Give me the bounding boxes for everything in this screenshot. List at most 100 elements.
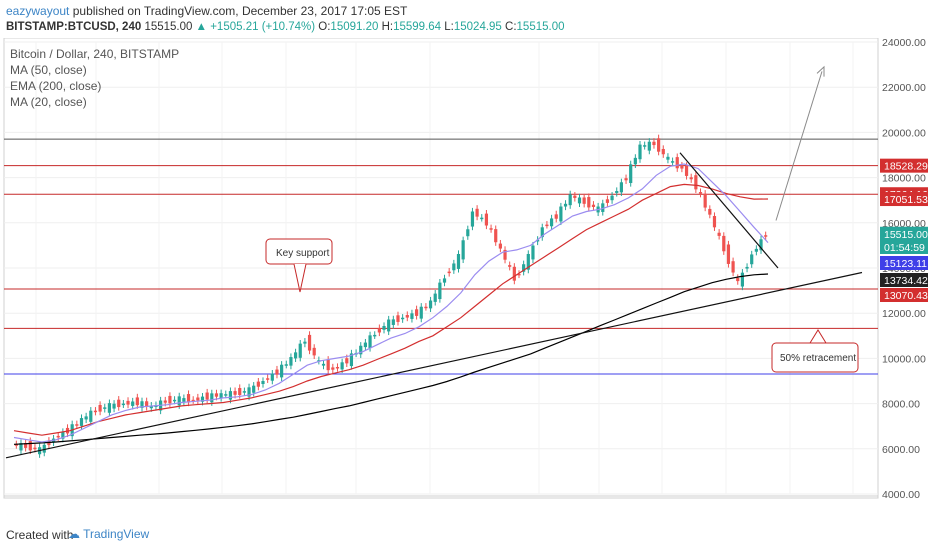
candle-body <box>340 362 344 370</box>
candle-body <box>549 218 554 227</box>
time-axis[interactable]: 1312:002012:0027Dec51112:001812:002512:0… <box>4 495 878 500</box>
candle-body <box>498 243 502 249</box>
candle-body <box>675 157 679 169</box>
change-up-icon: ▲ <box>195 21 208 33</box>
y-tick-label: 6000.00 <box>882 444 920 456</box>
candle-body <box>717 232 721 236</box>
candle-body <box>466 229 470 237</box>
candle-body <box>489 228 493 230</box>
candle-body <box>694 175 698 190</box>
candle-body <box>126 400 130 405</box>
candle-body <box>545 224 549 227</box>
price-tag-bg <box>880 158 928 173</box>
candle-body <box>293 352 298 359</box>
candle-body <box>643 145 647 147</box>
candle-body <box>117 399 121 408</box>
published-text: published on TradingView.com, December 2… <box>72 4 408 18</box>
tradingview-logo[interactable]: ☁ TradingView <box>68 527 149 541</box>
last-price: 15515.00 <box>144 21 193 33</box>
price-tag-bg <box>880 273 928 287</box>
candle-body <box>433 293 437 302</box>
candle-body <box>745 266 749 269</box>
candle-body <box>107 403 112 413</box>
downtrend-line <box>679 152 779 269</box>
y-tick-label: 10000.00 <box>882 353 926 365</box>
candle-body <box>228 391 233 400</box>
candle-body <box>261 381 265 385</box>
candle-body <box>731 261 735 273</box>
price-tag-bg <box>880 256 928 270</box>
key-support-callout: Key support <box>265 238 333 293</box>
projection-arrow-line <box>775 71 823 221</box>
candle-body <box>98 404 102 412</box>
candle-body <box>326 359 330 371</box>
candle-body <box>764 235 768 237</box>
candle-body <box>275 369 279 375</box>
candle-body <box>205 392 209 400</box>
candle-body <box>196 397 200 401</box>
candle-body <box>605 199 610 203</box>
candle-body <box>135 397 139 406</box>
y-tick-label: 20000.00 <box>882 127 926 139</box>
candle-body <box>461 240 465 260</box>
candle-body <box>712 216 717 228</box>
candle-body <box>163 400 167 403</box>
candle-body <box>680 165 684 169</box>
chart-footer: Created with ☁ TradingView <box>0 524 932 550</box>
candle-body <box>140 401 144 408</box>
price-tag-bg <box>880 240 928 254</box>
low-label: L: <box>444 21 454 33</box>
candle-body <box>689 177 693 180</box>
key-support-pointer <box>293 263 307 293</box>
candle-body <box>24 443 28 448</box>
candle-body <box>391 319 395 325</box>
candle-body <box>419 306 423 319</box>
publish-line: eazywayout published on TradingView.com,… <box>6 4 407 18</box>
chart-header: eazywayout published on TradingView.com,… <box>0 0 932 40</box>
price-chart[interactable]: 24000.0022000.0020000.0018000.0016000.00… <box>0 38 932 500</box>
candle-body <box>307 334 312 351</box>
legend-ema200: EMA (200, close) <box>10 79 101 93</box>
candle-body <box>131 401 135 406</box>
candle-body <box>452 263 456 271</box>
candle-body <box>428 300 433 309</box>
candle-body <box>14 444 18 446</box>
legend-ma20: MA (20, close) <box>10 95 87 109</box>
trendline-drawings <box>5 65 863 459</box>
legend-title: Bitcoin / Dollar, 240, BITSTAMP <box>10 47 179 61</box>
candle-body <box>517 273 521 276</box>
symbol-name[interactable]: BITSTAMP:BTCUSD, 240 <box>6 21 142 33</box>
candle-body <box>242 391 246 393</box>
candle-body <box>368 335 372 349</box>
candle-body <box>652 141 656 146</box>
author-link[interactable]: eazywayout <box>6 4 70 18</box>
price-tag-label: 13734.42 <box>884 275 928 287</box>
price-axis[interactable]: 24000.0022000.0020000.0018000.0016000.00… <box>882 38 926 500</box>
price-tag-label: 15515.00 <box>884 229 928 241</box>
close-label: C: <box>505 21 517 33</box>
candle-body <box>186 394 191 403</box>
candle-body <box>666 156 670 160</box>
candle-body <box>591 204 596 207</box>
candle-body <box>373 334 377 337</box>
series-line-ema200 <box>13 273 769 445</box>
price-tag-bg <box>880 192 928 207</box>
candle-body <box>410 313 414 319</box>
candle-body <box>405 315 409 318</box>
candle-body <box>582 197 586 204</box>
price-tag-label: 15123.11 <box>884 258 927 270</box>
legend-ma50: MA (50, close) <box>10 63 87 77</box>
candle-body <box>475 208 479 217</box>
candle-body <box>438 282 442 300</box>
candle-body <box>28 441 32 451</box>
candle-body <box>698 192 703 194</box>
high-label: H: <box>381 21 394 33</box>
candle-body <box>736 277 740 282</box>
candle-body <box>210 393 214 403</box>
price-tag-label: 17051.53 <box>884 194 928 206</box>
candle-body <box>615 191 619 193</box>
candle-body <box>647 141 651 151</box>
candle-body <box>168 395 172 404</box>
grid-layer <box>4 41 878 495</box>
candle-body <box>270 373 274 381</box>
